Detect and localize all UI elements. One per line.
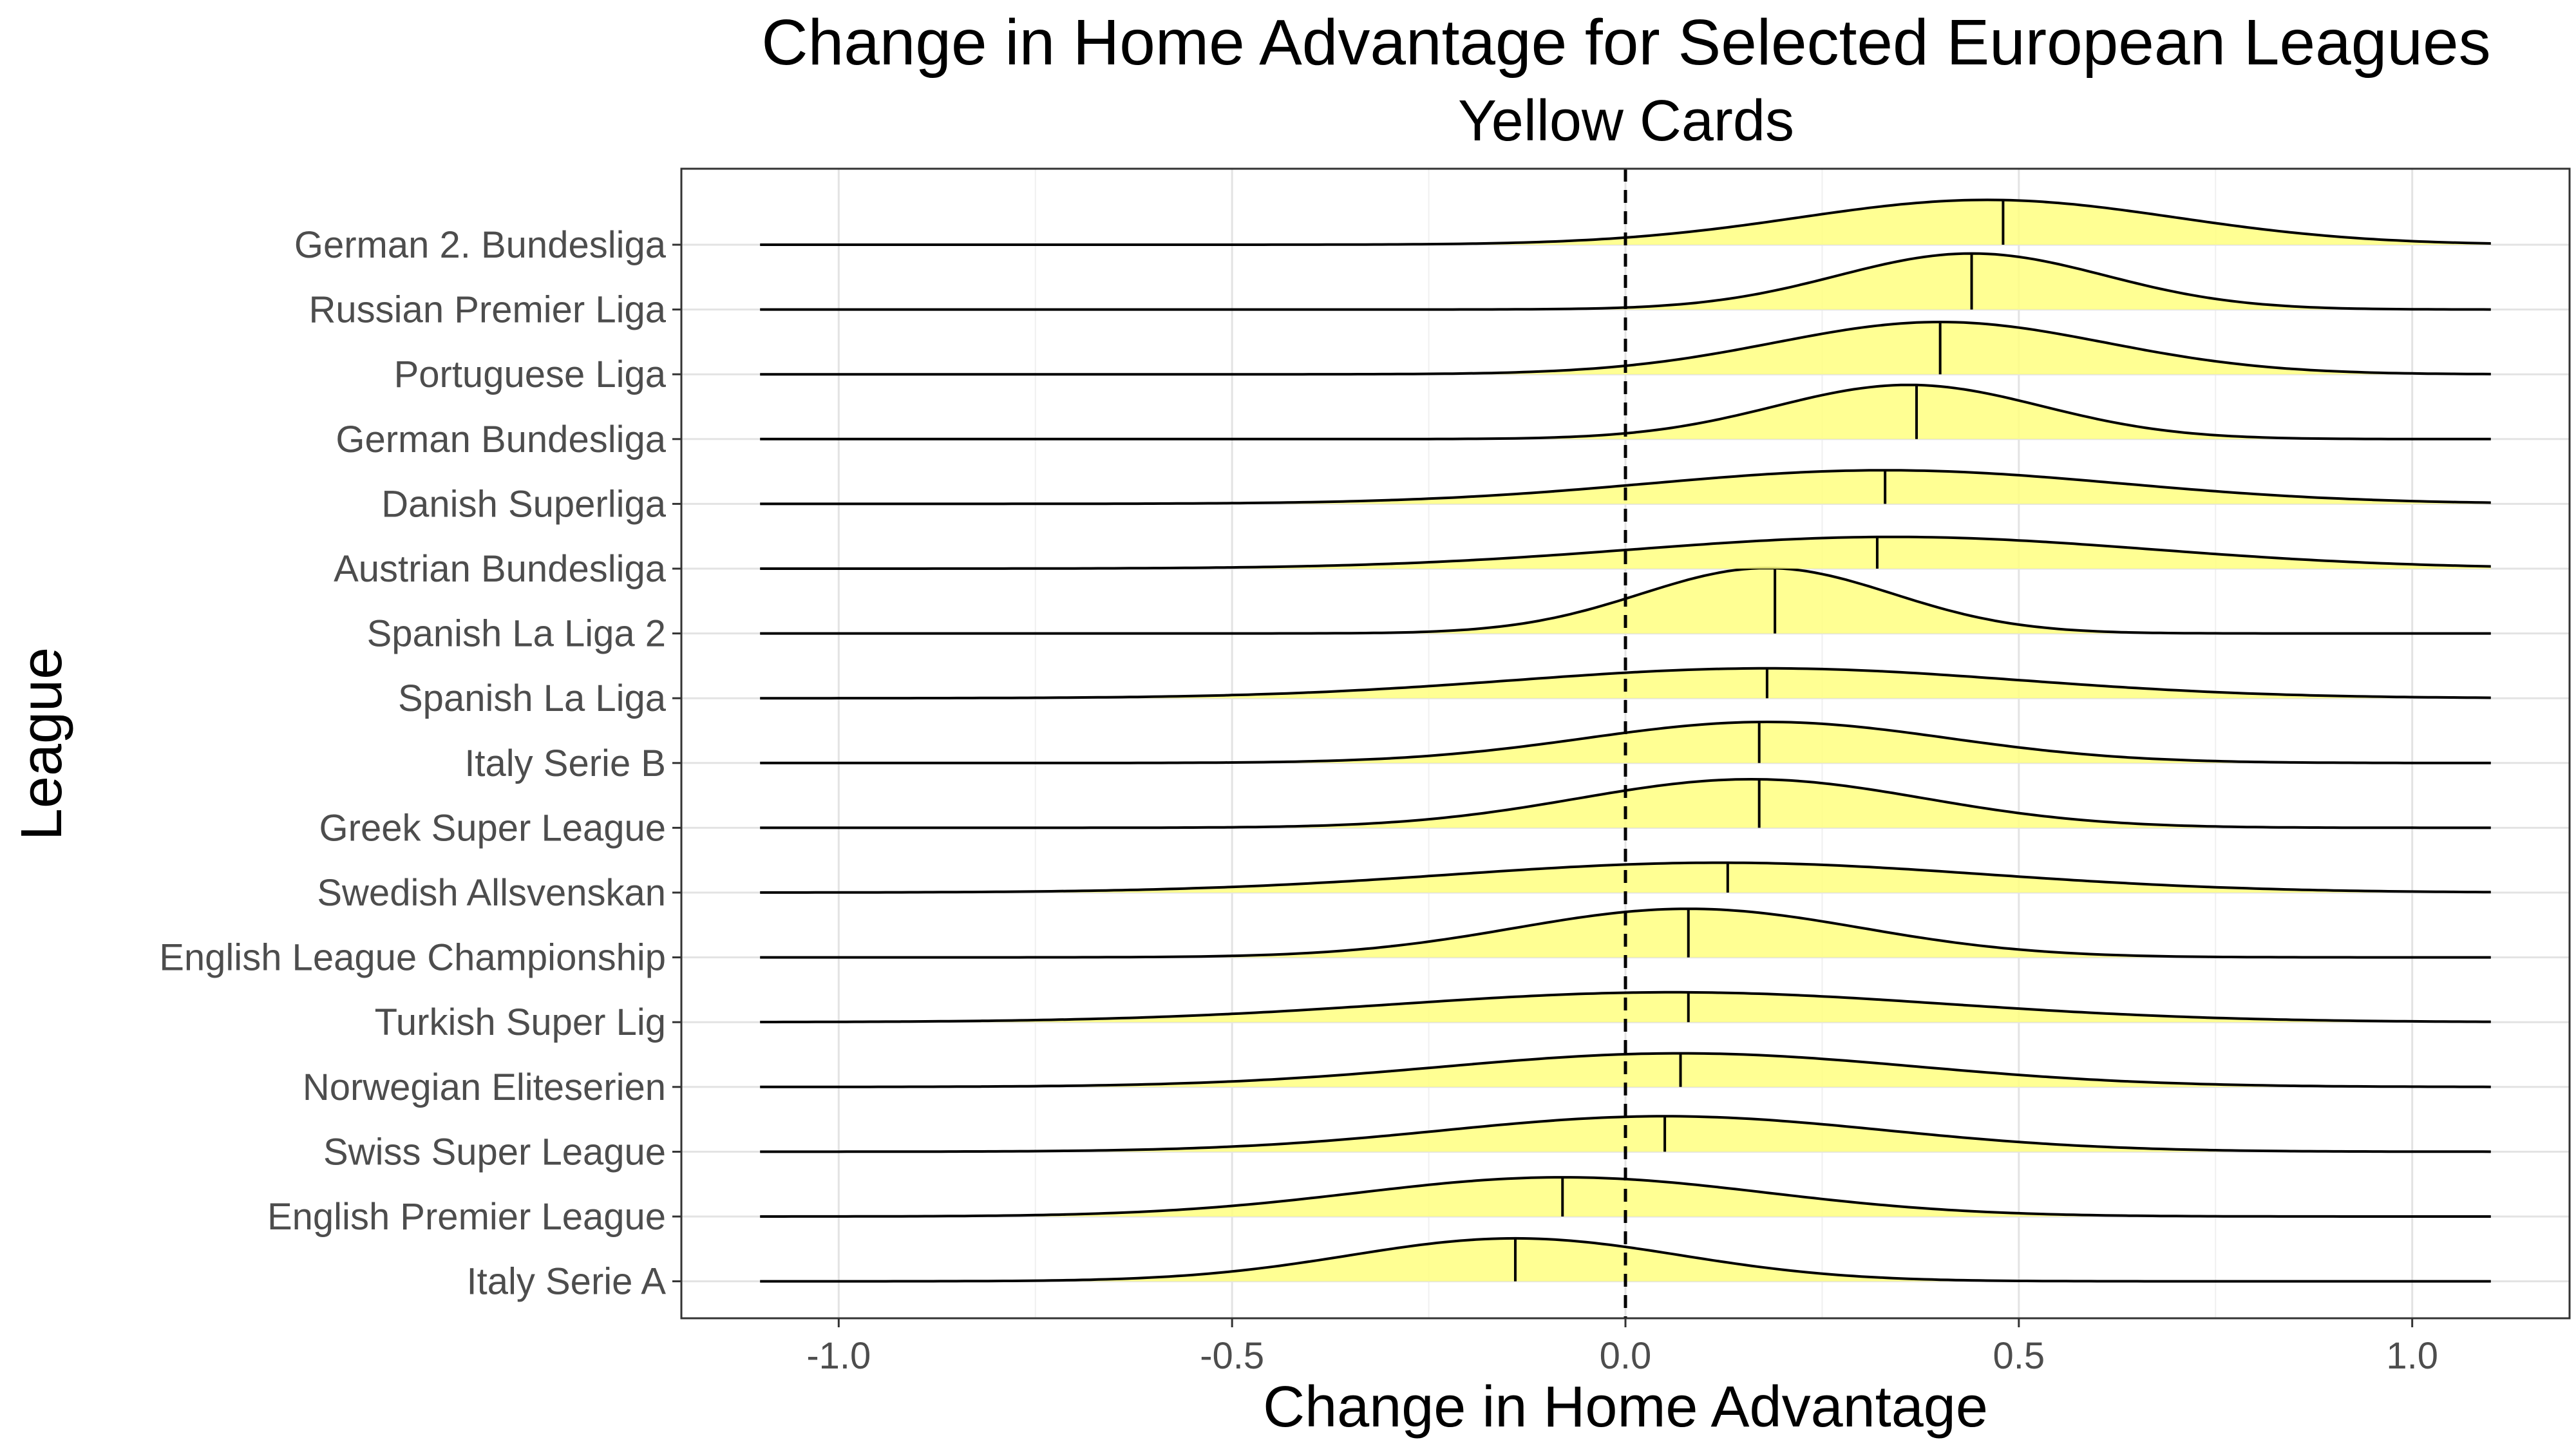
y-tick-label: Spanish La Liga <box>398 677 667 719</box>
chart-title: Change in Home Advantage for Selected Eu… <box>761 6 2490 79</box>
y-tick-label: German 2. Bundesliga <box>294 224 667 266</box>
y-tick-label: Portuguese Liga <box>394 354 667 395</box>
y-tick-label: English Premier League <box>267 1196 666 1238</box>
ridge-outline <box>760 1052 2491 1088</box>
y-tick-label: Italy Serie A <box>467 1261 667 1303</box>
y-axis-title: League <box>10 647 74 840</box>
ridge-outline <box>760 1115 2491 1153</box>
x-tick-label: 1.0 <box>2386 1335 2438 1377</box>
y-tick-label: Danish Superliga <box>381 483 666 525</box>
x-axis-title: Change in Home Advantage <box>1263 1375 1988 1439</box>
y-axis-ticks: German 2. Bundesliga Russian Premier Liga… <box>159 224 681 1303</box>
y-tick-label: Norwegian Eliteserien <box>303 1066 666 1108</box>
x-tick-label: 0.0 <box>1600 1335 1652 1377</box>
y-tick-label: Austrian Bundesliga <box>334 548 667 590</box>
ridge-fill <box>760 253 2491 310</box>
y-tick-label: German Bundesliga <box>336 419 666 460</box>
y-tick-label: Turkish Super Lig <box>375 1001 666 1043</box>
y-tick-label: Spanish La Liga 2 <box>367 613 666 655</box>
ridge-outline <box>760 535 2491 570</box>
x-tick-label: -0.5 <box>1200 1335 1264 1377</box>
y-tick-label: Greek Super League <box>319 807 666 849</box>
ridge-outline <box>760 861 2491 894</box>
chart-subtitle: Yellow Cards <box>1458 89 1794 153</box>
x-tick-label: -1.0 <box>806 1335 871 1377</box>
ridge-fill <box>760 909 2491 958</box>
y-tick-label: English League Championship <box>159 937 666 979</box>
ridge-outline <box>760 990 2491 1023</box>
ridge-outline <box>760 907 2491 959</box>
x-axis-ticks: -1.0 -0.5 0.0 0.5 1.0 <box>806 1318 2438 1377</box>
y-tick-label: Swiss Super League <box>323 1131 666 1173</box>
y-tick-label: Italy Serie B <box>464 743 666 784</box>
y-tick-label: Swedish Allsvenskan <box>317 872 666 914</box>
ridge-outline <box>760 1236 2491 1283</box>
ridge-fill <box>760 384 2491 439</box>
ridge-fill <box>760 200 2491 245</box>
ridge-outline <box>760 469 2491 506</box>
ridge-outline <box>760 667 2491 700</box>
y-tick-label: Russian Premier Liga <box>309 289 667 331</box>
x-tick-label: 0.5 <box>1993 1335 2045 1377</box>
ridge-fill <box>760 779 2491 828</box>
